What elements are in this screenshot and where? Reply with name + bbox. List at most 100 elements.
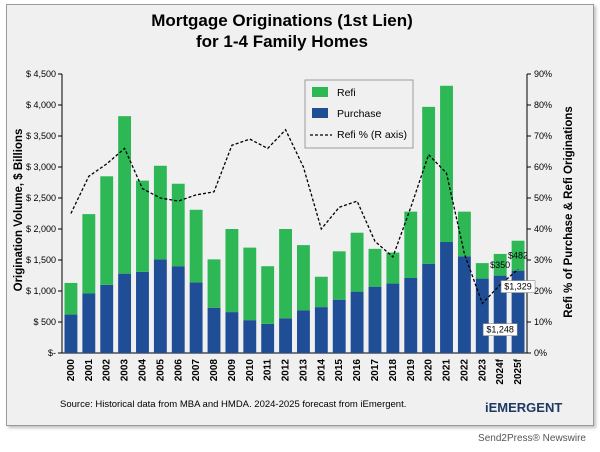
bar-refi [297, 245, 310, 311]
x-tick-label: 2008 [209, 359, 220, 382]
bar-refi [457, 211, 471, 257]
plot-area: $- $ 500 $ 1,000 $ 1,500 $ 2,000 $ 2,500 $ 3,0… [26, 69, 552, 385]
bar-refi [64, 282, 78, 315]
data-label-2024-refi: $350 [490, 260, 510, 270]
bar-purchase [243, 320, 257, 353]
bar-refi [475, 263, 489, 279]
refi-pct-line [70, 128, 519, 305]
data-label-box-2025-purchase [500, 280, 536, 293]
bar-purchase [457, 256, 471, 353]
y-tick-label: $ 1,000 [26, 286, 56, 296]
bar-refi [404, 211, 418, 278]
bar-refi [243, 247, 257, 321]
bar-refi [350, 232, 364, 292]
bar-purchase [350, 291, 364, 353]
bar-refi [82, 214, 96, 294]
x-tick-label: 2014 [316, 359, 327, 382]
y-tick-label: $ 1,500 [26, 255, 56, 265]
bar-purchase [314, 307, 328, 353]
x-tick-label: 2021 [442, 359, 453, 382]
x-tick-label: 2016 [352, 359, 363, 382]
legend: Refi Purchase Refi % (R axis) [304, 79, 414, 149]
bar-purchase [153, 259, 167, 353]
legend-label-purchase: Purchase [337, 108, 382, 120]
chart-title: Mortgage Originations (1st Lien) [151, 11, 413, 30]
x-tick-label: 2022 [459, 359, 470, 382]
bar-refi [422, 106, 436, 264]
y-tick-label: $ 2,000 [26, 224, 56, 234]
legend-swatch-refi [312, 87, 328, 97]
x-tick-label: 2004 [137, 359, 148, 382]
y2-tick-label: 60% [534, 162, 552, 172]
bar-refi [279, 229, 292, 319]
bar-refi [118, 116, 132, 274]
y2-tick-label: 30% [534, 255, 552, 265]
x-tick-label: 2020 [424, 359, 435, 382]
bar-refi [207, 259, 221, 308]
bar-purchase [386, 283, 400, 353]
y-axis-label: Origination Volume, $ Billions [13, 129, 25, 292]
y2-tick-label: 0% [534, 348, 547, 358]
bar-purchase [279, 318, 292, 353]
x-tick-label: 2025f [513, 358, 524, 384]
bar-purchase [136, 271, 149, 353]
bar-purchase [404, 277, 418, 353]
bar-refi [100, 176, 114, 285]
x-tick-label: 2001 [84, 359, 95, 382]
bar-purchase [64, 314, 78, 353]
x-tick-label: 2000 [66, 359, 77, 382]
legend-label-refi-pct: Refi % (R axis) [337, 129, 407, 141]
y-tick-label: $ 2,500 [26, 193, 56, 203]
data-label-box-2024-purchase [482, 323, 518, 336]
bar-refi [368, 248, 382, 287]
legend-swatch-purchase [312, 108, 328, 118]
bar-purchase [332, 299, 346, 353]
bar-purchase [100, 284, 114, 353]
bar-purchase [422, 263, 436, 353]
x-tick-label: 2010 [245, 359, 256, 382]
y-tick-label: $ 4,000 [26, 100, 56, 110]
y2-tick-label: 40% [534, 224, 552, 234]
x-tick-label: 2024f [495, 358, 506, 384]
y-tick-label: $ 3,000 [26, 162, 56, 172]
bar-purchase [171, 266, 185, 353]
y2-tick-label: 90% [534, 69, 552, 79]
y2-tick-label: 20% [534, 286, 552, 296]
y2-axis-label: Refi % of Purchase & Refi Originations [563, 106, 575, 318]
y-tick-label: $ 3,500 [26, 131, 56, 141]
bar-refi [171, 183, 185, 267]
bar-refi [136, 180, 149, 272]
x-tick-label: 2005 [155, 359, 166, 382]
source-note: Source: Historical data from MBA and HMD… [60, 399, 406, 410]
bar-purchase [225, 312, 239, 353]
y-tick-label: $ 500 [33, 317, 56, 327]
y2-tick-label: 50% [534, 193, 552, 203]
x-tick-label: 2018 [388, 359, 399, 382]
bar-purchase [297, 310, 310, 353]
y2-tick-label: 10% [534, 317, 552, 327]
y2-tick-label: 80% [534, 100, 552, 110]
bar-purchase [261, 323, 275, 353]
bar-refi [332, 251, 346, 300]
bar-purchase [82, 293, 96, 353]
x-tick-label: 2012 [281, 359, 292, 382]
x-tick-label: 2023 [477, 359, 488, 382]
x-tick-label: 2003 [120, 359, 131, 382]
x-tick-label: 2013 [298, 359, 309, 382]
bar-purchase [118, 273, 132, 353]
bar-refi [386, 252, 400, 284]
bar-purchase [368, 286, 382, 353]
x-tick-label: 2007 [191, 359, 202, 382]
bar-refi [189, 209, 203, 283]
bar-refi [440, 85, 453, 243]
x-tick-label: 2019 [406, 359, 417, 382]
bar-purchase [440, 242, 453, 353]
data-label-2025-purchase: $1,329 [504, 282, 532, 292]
bar-refi [225, 229, 239, 313]
iemergent-logo: iEMERGENT [485, 400, 563, 415]
bar-refi [261, 266, 275, 324]
chart-subtitle: for 1-4 Family Homes [196, 32, 368, 51]
x-tick-label: 2002 [102, 359, 113, 382]
y2-tick-label: 70% [534, 131, 552, 141]
